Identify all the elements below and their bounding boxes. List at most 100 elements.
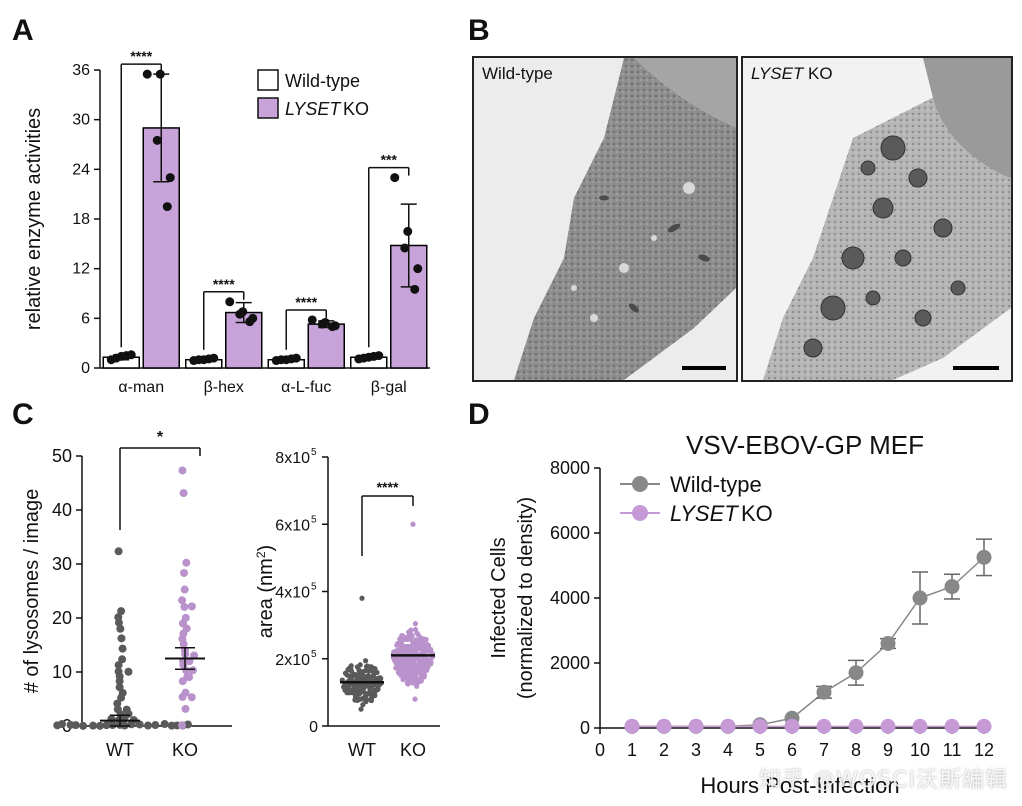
data-point (410, 643, 417, 649)
x-tick-label: 4 (723, 740, 733, 760)
data-point (113, 705, 122, 714)
x-tick-label: KO (172, 740, 198, 760)
y-tick-label: 24 (72, 161, 90, 178)
x-tick-label: 7 (819, 740, 829, 760)
data-point (245, 317, 255, 327)
micrograph-wild-type-image (474, 58, 736, 380)
data-point (327, 322, 337, 332)
data-point (410, 284, 420, 294)
legend-label-ko: KO (741, 501, 773, 526)
panel-label-b: B (468, 14, 490, 47)
x-tick-label: 10 (910, 740, 930, 760)
y-tick-label: 4x10 (275, 585, 310, 602)
y-tick-label: 40 (52, 500, 72, 520)
y-tick-label: 6x10 (275, 517, 310, 534)
legend-swatch-lyset-ko (257, 97, 279, 119)
data-point (401, 657, 407, 663)
data-point (372, 692, 378, 698)
significance-label: **** (213, 276, 235, 292)
data-point (372, 667, 378, 674)
y-axis-label-sup: 2 (254, 551, 268, 558)
legend-label-lyset: LYSET (670, 501, 739, 526)
data-point (410, 680, 416, 686)
data-point (162, 202, 172, 212)
y-tick-label: 2000 (550, 653, 590, 673)
data-point (418, 678, 424, 684)
data-point (348, 665, 354, 672)
data-point (407, 648, 413, 654)
y-tick-label: 12 (72, 261, 90, 278)
y-axis-label: # of lysosomes / image (21, 489, 43, 694)
data-point (95, 721, 104, 730)
y-tick-label: 0 (309, 719, 318, 736)
data-point (165, 173, 175, 183)
y-tick-label: 6 (81, 310, 90, 327)
data-point (391, 649, 397, 655)
x-tick-label: 0 (595, 740, 605, 760)
data-point (373, 688, 379, 694)
data-point (359, 595, 365, 601)
data-point (400, 243, 410, 253)
data-point (183, 720, 192, 729)
data-point (413, 264, 423, 274)
y-tick-label: 8x10 (275, 450, 310, 467)
data-point (118, 644, 127, 653)
data-point (403, 226, 413, 236)
data-point (187, 693, 196, 702)
significance-label: **** (130, 48, 152, 64)
data-point (352, 692, 359, 699)
x-tick-label: 3 (691, 740, 701, 760)
data-point (179, 489, 188, 498)
x-tick-label: 12 (974, 740, 994, 760)
significance-label: **** (295, 294, 317, 310)
data-point (393, 665, 399, 671)
micrograph-wild-type: Wild-type (472, 56, 738, 382)
y-tick-exponent: 5 (311, 514, 317, 525)
data-point (415, 631, 421, 638)
data-point (181, 688, 190, 697)
data-point (422, 666, 428, 672)
data-point (412, 626, 419, 633)
scale-bar (682, 366, 726, 370)
data-point (816, 684, 832, 700)
data-point (425, 642, 432, 648)
x-tick-label: 6 (787, 740, 797, 760)
data-point (368, 697, 374, 703)
data-point (178, 596, 187, 605)
x-tick-label: KO (400, 740, 426, 760)
data-point (398, 635, 404, 641)
legend-label-wild-type: Wild-type (285, 71, 360, 91)
data-point (374, 351, 384, 361)
y-tick-label: 30 (72, 112, 90, 129)
data-point (317, 319, 327, 329)
data-point (235, 309, 245, 319)
data-point (188, 666, 197, 675)
data-point (89, 721, 98, 730)
x-tick-label: 5 (755, 740, 765, 760)
x-tick-label: α-L-fuc (281, 379, 331, 396)
legend-marker-lyset-ko (632, 505, 648, 521)
data-point (180, 585, 189, 594)
data-point (848, 718, 864, 734)
data-point (403, 675, 409, 681)
data-point (358, 706, 364, 712)
data-point (784, 718, 800, 734)
data-point (178, 721, 187, 730)
data-point (912, 718, 928, 734)
data-point (180, 602, 189, 611)
y-tick-label: 50 (52, 446, 72, 466)
y-axis-label-secondary: (normalized to density) (515, 497, 537, 699)
chart-title: VSV-EBOV-GP MEF (686, 430, 924, 460)
y-tick-label: 30 (52, 554, 72, 574)
data-point (416, 642, 423, 648)
data-point (124, 667, 133, 676)
micrograph-label-lyset-ko: LYSET KO (751, 64, 833, 84)
data-point (412, 647, 418, 653)
data-point (368, 664, 374, 670)
data-point (66, 720, 75, 729)
data-point (341, 684, 347, 690)
data-point (143, 721, 152, 730)
